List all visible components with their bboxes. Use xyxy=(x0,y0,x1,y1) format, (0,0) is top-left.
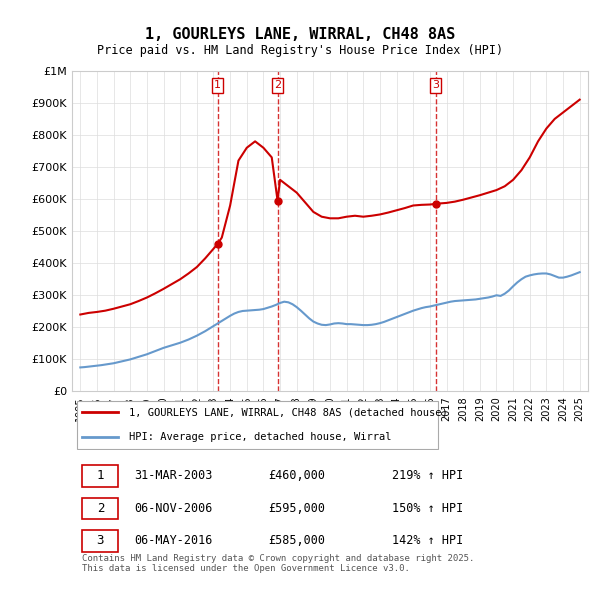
Text: 2: 2 xyxy=(97,502,104,515)
Text: Contains HM Land Registry data © Crown copyright and database right 2025.
This d: Contains HM Land Registry data © Crown c… xyxy=(82,554,475,573)
Text: 31-MAR-2003: 31-MAR-2003 xyxy=(134,470,212,483)
Text: 1, GOURLEYS LANE, WIRRAL, CH48 8AS (detached house): 1, GOURLEYS LANE, WIRRAL, CH48 8AS (deta… xyxy=(129,407,448,417)
Text: HPI: Average price, detached house, Wirral: HPI: Average price, detached house, Wirr… xyxy=(129,432,391,442)
Text: £595,000: £595,000 xyxy=(268,502,325,515)
Text: 06-NOV-2006: 06-NOV-2006 xyxy=(134,502,212,515)
Text: 1: 1 xyxy=(214,80,221,90)
FancyBboxPatch shape xyxy=(82,465,118,487)
Text: 2: 2 xyxy=(274,80,281,90)
Text: £460,000: £460,000 xyxy=(268,470,325,483)
Text: 142% ↑ HPI: 142% ↑ HPI xyxy=(392,535,463,548)
FancyBboxPatch shape xyxy=(82,530,118,552)
Text: 3: 3 xyxy=(432,80,439,90)
FancyBboxPatch shape xyxy=(77,401,439,449)
FancyBboxPatch shape xyxy=(82,497,118,519)
Text: 1, GOURLEYS LANE, WIRRAL, CH48 8AS: 1, GOURLEYS LANE, WIRRAL, CH48 8AS xyxy=(145,27,455,41)
Text: £585,000: £585,000 xyxy=(268,535,325,548)
Text: 1: 1 xyxy=(97,470,104,483)
Text: 219% ↑ HPI: 219% ↑ HPI xyxy=(392,470,463,483)
Text: Price paid vs. HM Land Registry's House Price Index (HPI): Price paid vs. HM Land Registry's House … xyxy=(97,44,503,57)
Text: 150% ↑ HPI: 150% ↑ HPI xyxy=(392,502,463,515)
Text: 06-MAY-2016: 06-MAY-2016 xyxy=(134,535,212,548)
Text: 3: 3 xyxy=(97,535,104,548)
